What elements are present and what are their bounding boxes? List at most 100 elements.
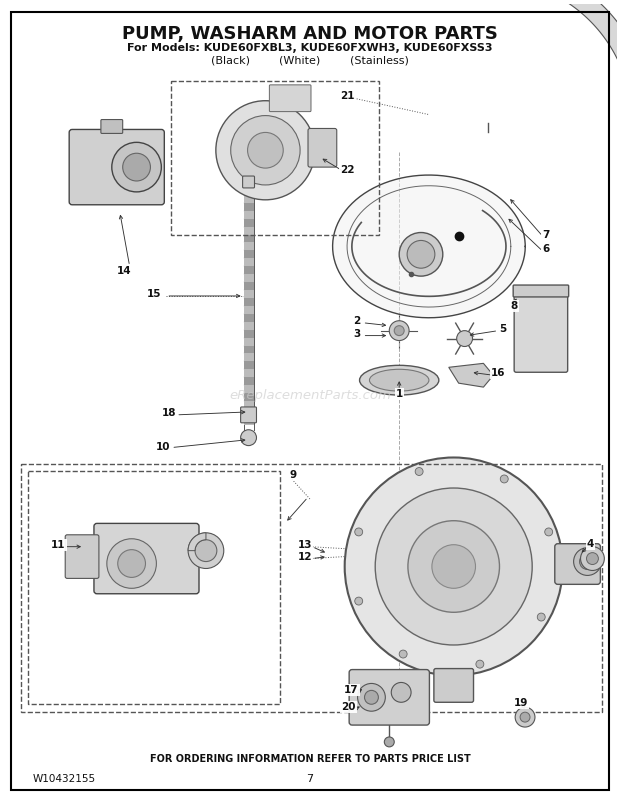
Bar <box>244 369 254 377</box>
Polygon shape <box>449 363 494 387</box>
FancyBboxPatch shape <box>94 524 199 593</box>
Text: 7: 7 <box>542 229 549 240</box>
Text: 13: 13 <box>298 540 312 549</box>
Text: 12: 12 <box>298 552 312 561</box>
FancyBboxPatch shape <box>65 535 99 578</box>
Bar <box>244 401 254 409</box>
Text: W10432155: W10432155 <box>32 774 95 784</box>
Text: 6: 6 <box>542 245 549 254</box>
Circle shape <box>231 115 300 185</box>
Circle shape <box>384 737 394 747</box>
Circle shape <box>476 660 484 668</box>
Circle shape <box>188 533 224 569</box>
Circle shape <box>580 553 595 569</box>
FancyBboxPatch shape <box>101 119 123 133</box>
Circle shape <box>118 549 146 577</box>
Circle shape <box>389 321 409 341</box>
Circle shape <box>457 330 472 346</box>
Circle shape <box>355 597 363 605</box>
Text: (Stainless): (Stainless) <box>350 55 409 65</box>
Text: 14: 14 <box>117 266 131 276</box>
Bar <box>244 330 254 338</box>
Bar <box>244 314 254 322</box>
Bar <box>244 258 254 266</box>
FancyBboxPatch shape <box>241 407 257 423</box>
Bar <box>244 393 254 401</box>
Circle shape <box>358 683 385 711</box>
Circle shape <box>241 430 257 446</box>
Circle shape <box>520 712 530 722</box>
Text: PUMP, WASHARM AND MOTOR PARTS: PUMP, WASHARM AND MOTOR PARTS <box>122 26 498 43</box>
Circle shape <box>408 520 500 612</box>
Text: 11: 11 <box>51 540 66 549</box>
Bar <box>244 306 254 314</box>
Circle shape <box>415 468 423 476</box>
FancyBboxPatch shape <box>514 289 568 372</box>
Bar <box>244 266 254 274</box>
Circle shape <box>123 153 151 181</box>
Bar <box>244 187 254 195</box>
Bar <box>244 234 254 242</box>
FancyBboxPatch shape <box>513 285 569 297</box>
Text: 5: 5 <box>500 324 507 334</box>
Circle shape <box>515 707 535 727</box>
Text: 15: 15 <box>147 289 162 299</box>
Text: 18: 18 <box>162 408 177 418</box>
Polygon shape <box>188 533 206 551</box>
Text: 21: 21 <box>340 91 355 101</box>
Circle shape <box>399 233 443 276</box>
Bar <box>20 464 603 712</box>
Circle shape <box>500 475 508 483</box>
Circle shape <box>394 326 404 335</box>
Text: 19: 19 <box>514 699 528 708</box>
Bar <box>244 362 254 369</box>
Text: FOR ORDERING INFORMATION REFER TO PARTS PRICE LIST: FOR ORDERING INFORMATION REFER TO PARTS … <box>149 754 471 764</box>
Circle shape <box>587 553 598 565</box>
Text: 10: 10 <box>156 442 171 452</box>
FancyBboxPatch shape <box>242 176 254 188</box>
Circle shape <box>112 142 161 192</box>
Circle shape <box>216 101 315 200</box>
FancyBboxPatch shape <box>308 128 337 167</box>
Circle shape <box>195 540 217 561</box>
Circle shape <box>391 683 411 703</box>
Polygon shape <box>489 0 620 85</box>
FancyBboxPatch shape <box>69 129 164 205</box>
Bar <box>244 242 254 250</box>
Bar <box>244 322 254 330</box>
Circle shape <box>365 691 378 704</box>
Circle shape <box>247 132 283 168</box>
Text: 4: 4 <box>587 539 594 549</box>
Text: 1: 1 <box>396 389 403 399</box>
Text: (White): (White) <box>280 55 321 65</box>
Bar <box>244 298 254 306</box>
Circle shape <box>538 613 545 621</box>
Ellipse shape <box>370 369 429 391</box>
Circle shape <box>399 650 407 658</box>
Text: 9: 9 <box>290 470 297 480</box>
Bar <box>244 338 254 346</box>
Text: For Models: KUDE60FXBL3, KUDE60FXWH3, KUDE60FXSS3: For Models: KUDE60FXBL3, KUDE60FXWH3, KU… <box>127 43 493 53</box>
Bar <box>244 346 254 354</box>
FancyBboxPatch shape <box>269 85 311 111</box>
Bar <box>244 417 254 425</box>
Bar <box>244 377 254 385</box>
FancyBboxPatch shape <box>434 669 474 703</box>
Circle shape <box>345 457 563 675</box>
Circle shape <box>375 488 532 645</box>
Text: eReplacementParts.com: eReplacementParts.com <box>229 388 391 402</box>
Bar <box>244 354 254 362</box>
Circle shape <box>107 539 156 589</box>
Text: 17: 17 <box>344 686 359 695</box>
Circle shape <box>574 548 601 575</box>
Bar <box>171 81 379 234</box>
FancyBboxPatch shape <box>555 544 600 585</box>
Circle shape <box>580 547 604 570</box>
FancyBboxPatch shape <box>349 670 430 725</box>
Bar <box>244 290 254 298</box>
Bar <box>244 274 254 282</box>
Bar <box>27 472 280 704</box>
Text: (Black): (Black) <box>211 55 250 65</box>
Text: 7: 7 <box>306 774 314 784</box>
Bar <box>244 203 254 211</box>
